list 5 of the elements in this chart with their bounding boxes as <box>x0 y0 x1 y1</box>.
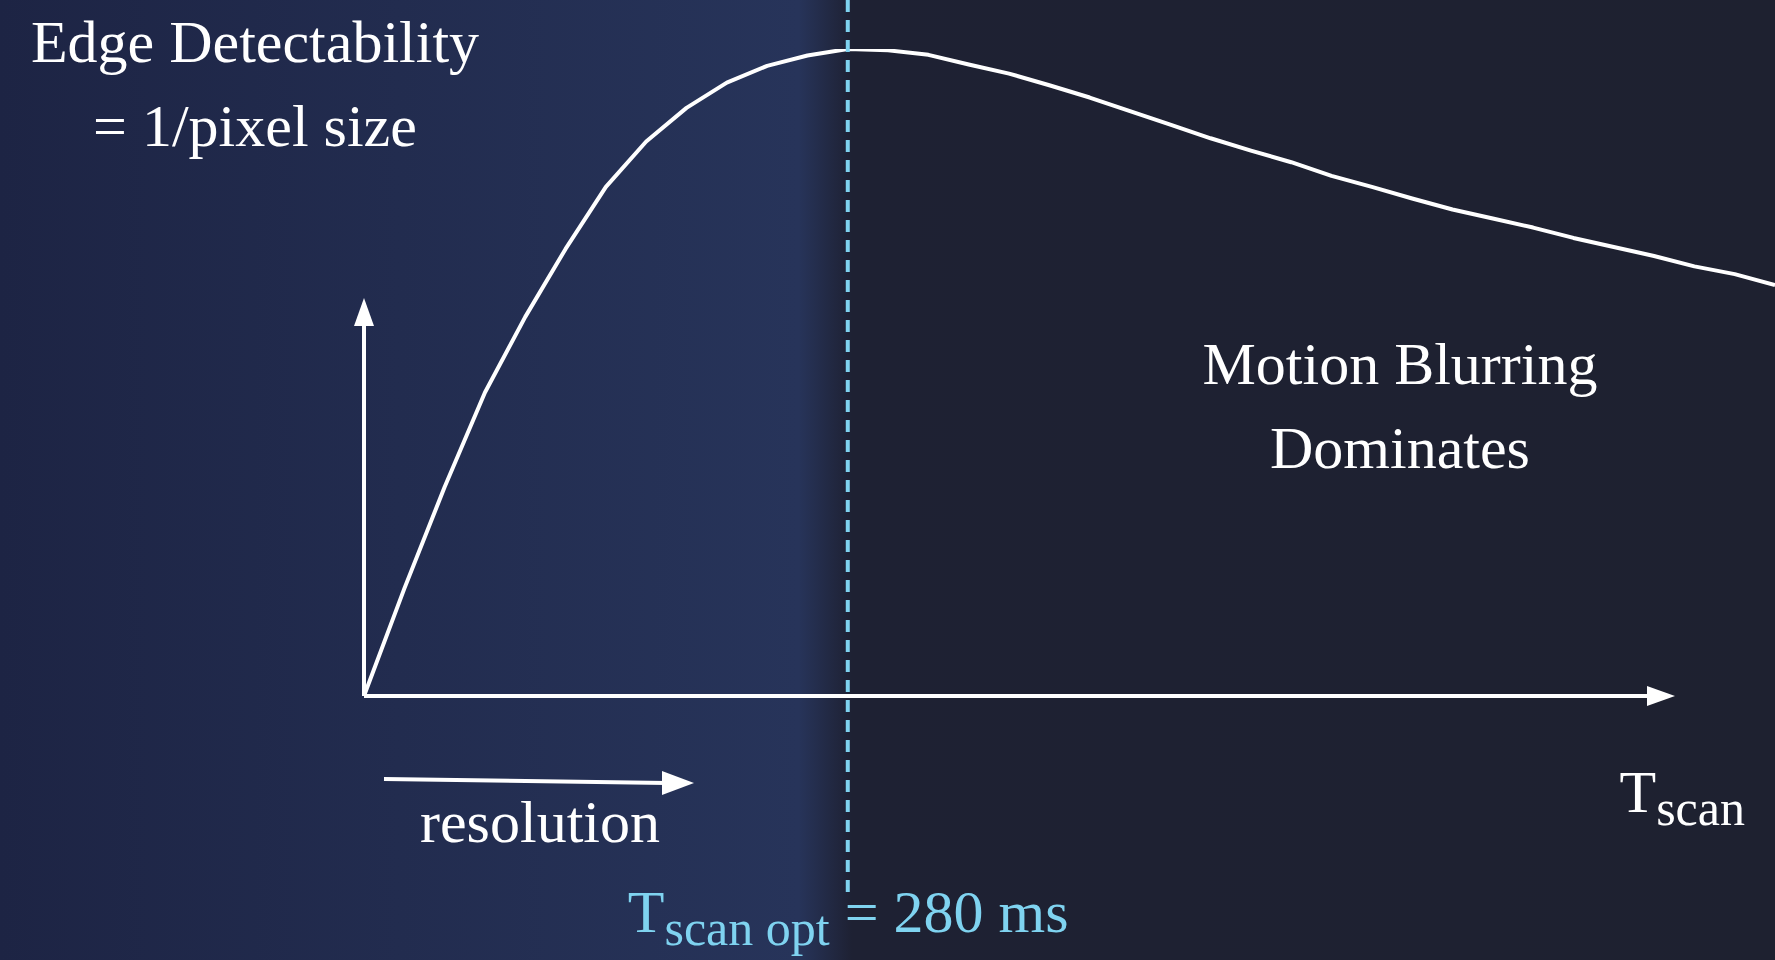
y-axis-title: Edge Detectability = 1/pixel size <box>30 8 480 161</box>
x-axis-title: T$_{scan}$ <box>1619 758 1745 838</box>
text: T$_{scan opt}$ = 280 ms <box>627 878 1070 958</box>
annotation: Motion Blurring Dominates <box>1201 330 1599 483</box>
text: resolution <box>419 788 661 857</box>
